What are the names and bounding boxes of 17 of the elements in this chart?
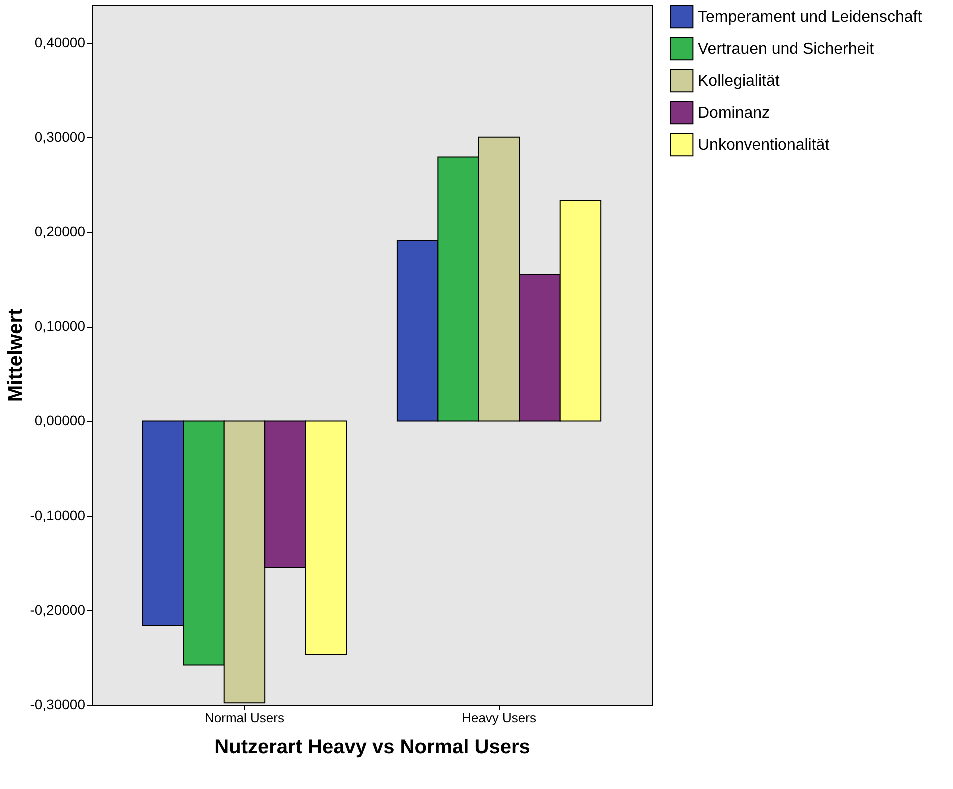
legend-label: Temperament und Leidenschaft [698, 9, 923, 26]
legend-label: Unkonventionalität [698, 137, 830, 154]
x-tick-label: Heavy Users [462, 710, 537, 726]
x-axis-title: Nutzerart Heavy vs Normal Users [214, 736, 530, 758]
legend-label: Kollegialität [698, 73, 780, 90]
y-tick-label: -0,20000 [30, 602, 86, 618]
y-tick-label: 0,40000 [34, 34, 86, 50]
y-tick-label: 0,00000 [34, 412, 86, 429]
y-tick-label: -0,10000 [30, 507, 86, 524]
y-tick-label: 0,30000 [34, 128, 86, 145]
y-tick-label: -0,30000 [30, 696, 86, 712]
y-tick-label: 0,20000 [34, 224, 86, 240]
y-tick-label: 0,10000 [34, 318, 86, 334]
y-axis-title: Mittelwert [5, 308, 28, 402]
legend-label: Dominanz [698, 105, 770, 122]
x-tick-label: Normal Users [204, 710, 285, 726]
legend-label: Vertrauen und Sicherheit [698, 41, 875, 58]
